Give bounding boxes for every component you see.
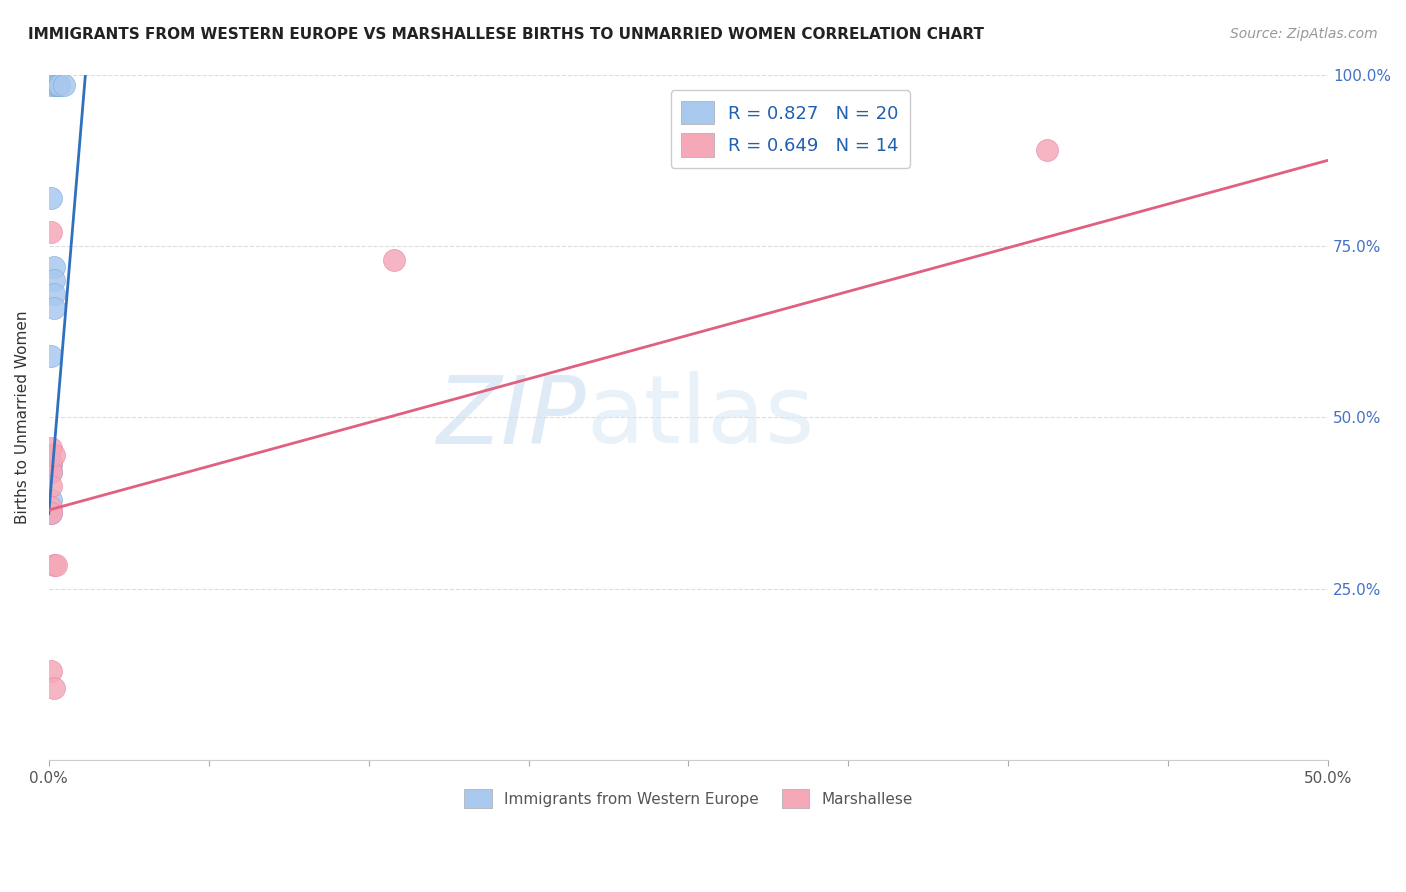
Point: [45, 558, 67, 572]
Point: [39, 78, 62, 92]
Point: [39, 466, 62, 480]
Point: [45, 78, 67, 92]
Text: IMMIGRANTS FROM WESTERN EUROPE VS MARSHALLESE BIRTHS TO UNMARRIED WOMEN CORRELAT: IMMIGRANTS FROM WESTERN EUROPE VS MARSHA…: [28, 27, 984, 42]
Point: [45, 78, 67, 92]
Point: [42, 558, 65, 572]
Point: [42, 448, 65, 462]
Point: [382, 252, 405, 267]
Text: ZIP: ZIP: [436, 372, 586, 463]
Y-axis label: Births to Unmarried Women: Births to Unmarried Women: [15, 310, 30, 524]
Point: [39, 442, 62, 456]
Point: [39, 479, 62, 493]
Point: [42, 287, 65, 301]
Point: [39, 664, 62, 678]
Point: [42, 681, 65, 696]
Point: [48, 78, 70, 92]
Point: [39, 492, 62, 507]
Text: Source: ZipAtlas.com: Source: ZipAtlas.com: [1230, 27, 1378, 41]
Point: [48, 78, 70, 92]
Point: [39, 458, 62, 473]
Point: [42, 260, 65, 274]
Legend: Immigrants from Western Europe, Marshallese: Immigrants from Western Europe, Marshall…: [458, 782, 918, 814]
Point: [39, 349, 62, 363]
Point: [39, 507, 62, 521]
Point: [42, 273, 65, 287]
Point: [53, 78, 76, 92]
Point: [45, 78, 67, 92]
Point: [39, 507, 62, 521]
Point: [39, 225, 62, 239]
Point: [1035, 143, 1057, 157]
Point: [39, 500, 62, 514]
Point: [39, 455, 62, 469]
Point: [39, 466, 62, 480]
Point: [45, 78, 67, 92]
Point: [45, 78, 67, 92]
Point: [42, 301, 65, 315]
Point: [45, 78, 67, 92]
Text: atlas: atlas: [586, 371, 814, 464]
Point: [39, 191, 62, 205]
